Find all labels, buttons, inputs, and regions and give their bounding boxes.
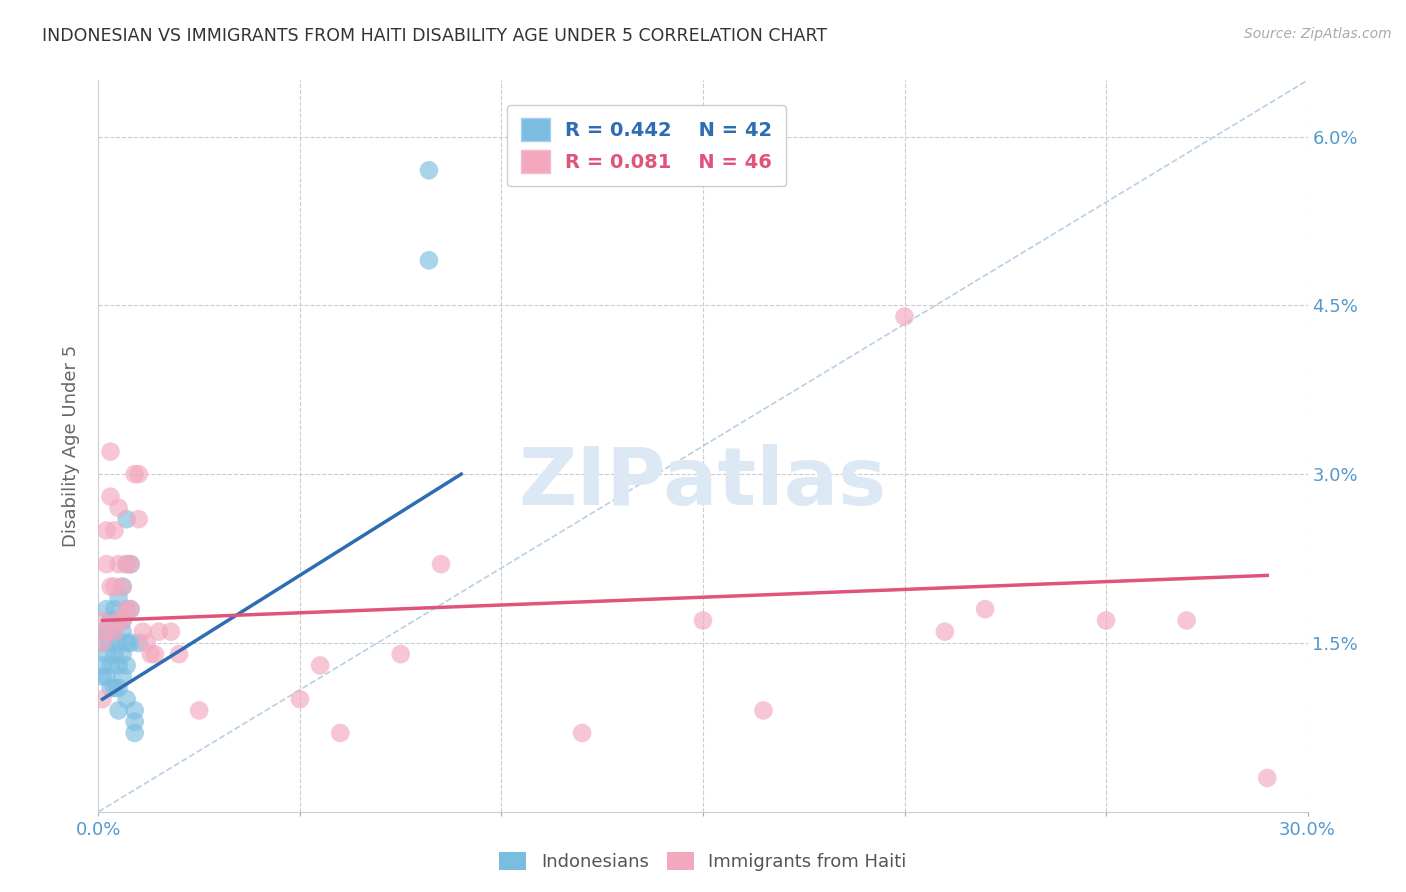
Point [128,467,150,482]
Point [115,636,138,650]
Point [96,524,118,538]
Point [96,670,118,684]
Point [107,557,129,571]
Point [107,614,129,628]
Point [430,557,453,571]
Point [111,580,134,594]
Point [974,602,997,616]
Point [107,703,129,717]
Point [135,636,157,650]
Point [288,692,311,706]
Point [143,647,166,661]
Point [100,490,122,504]
Point [96,557,118,571]
Point [103,524,125,538]
Point [91,658,114,673]
Point [111,614,134,628]
Point [107,591,129,605]
Point [124,714,146,729]
Point [103,647,125,661]
Point [111,614,134,628]
Text: ZIPatlas: ZIPatlas [519,443,887,522]
Legend: Indonesians, Immigrants from Haiti: Indonesians, Immigrants from Haiti [492,845,914,879]
Point [100,444,122,458]
Point [1095,614,1118,628]
Point [91,624,114,639]
Point [107,681,129,695]
Point [752,703,775,717]
Text: INDONESIAN VS IMMIGRANTS FROM HAITI DISABILITY AGE UNDER 5 CORRELATION CHART: INDONESIAN VS IMMIGRANTS FROM HAITI DISA… [42,27,827,45]
Point [103,681,125,695]
Point [167,647,190,661]
Point [418,253,440,268]
Point [96,624,118,639]
Point [692,614,714,628]
Point [111,647,134,661]
Point [96,602,118,616]
Point [418,163,440,178]
Point [100,681,122,695]
Point [115,512,138,526]
Point [120,557,142,571]
Point [120,557,142,571]
Point [107,636,129,650]
Point [100,614,122,628]
Point [1175,614,1198,628]
Text: Source: ZipAtlas.com: Source: ZipAtlas.com [1244,27,1392,41]
Point [309,658,332,673]
Point [96,624,118,639]
Point [124,703,146,717]
Point [91,636,114,650]
Point [111,580,134,594]
Point [934,624,956,639]
Point [103,580,125,594]
Point [107,614,129,628]
Point [100,636,122,650]
Point [139,647,162,661]
Point [128,512,150,526]
Point [100,658,122,673]
Legend: R = 0.442    N = 42, R = 0.081    N = 46: R = 0.442 N = 42, R = 0.081 N = 46 [508,104,786,186]
Point [91,614,114,628]
Point [120,602,142,616]
Point [107,658,129,673]
Point [111,624,134,639]
Point [571,726,593,740]
Point [115,557,138,571]
Point [115,602,138,616]
Point [124,467,146,482]
Point [91,692,114,706]
Point [115,692,138,706]
Point [115,557,138,571]
Point [124,726,146,740]
Point [329,726,352,740]
Point [115,658,138,673]
Point [389,647,412,661]
Point [96,647,118,661]
Point [128,636,150,650]
Point [188,703,211,717]
Point [91,636,114,650]
Point [893,310,915,324]
Point [1256,771,1278,785]
Point [120,602,142,616]
Point [120,636,142,650]
Point [100,580,122,594]
Point [91,670,114,684]
Point [111,670,134,684]
Point [148,624,170,639]
Point [107,500,129,515]
Point [103,624,125,639]
Point [132,624,155,639]
Point [160,624,183,639]
Point [103,624,125,639]
Y-axis label: Disability Age Under 5: Disability Age Under 5 [62,345,80,547]
Point [115,602,138,616]
Point [103,602,125,616]
